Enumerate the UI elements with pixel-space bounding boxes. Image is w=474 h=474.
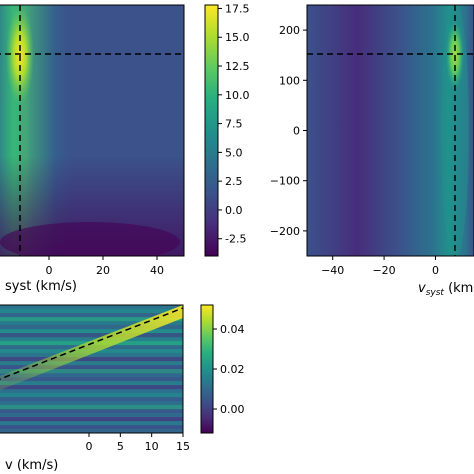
colorbar-bottom-left-tick-label: 0.02: [220, 363, 245, 376]
bottom-left-x-tick-label: 10: [145, 440, 159, 453]
heatmap-bottom-left-stripe: [0, 429, 183, 433]
top-right-x-tick-label: −20: [372, 264, 395, 277]
bottom-left-x-tick-label: 5: [117, 440, 124, 453]
top-right-y-tick-label: −100: [270, 175, 300, 188]
colorbar-top-left-tick-label: 2.5: [225, 175, 243, 188]
top-right-y-tick-label: −200: [270, 225, 300, 238]
colorbar-top-left-gradient: [204, 4, 219, 257]
top-right-y-tick-label: 0: [293, 125, 300, 138]
heatmap-bottom-left-stripe: [0, 329, 183, 334]
heatmap-bottom-left: 0 5 10 15 v (km/s): [0, 304, 190, 473]
heatmap-top-left: 0 20 40 syst (km/s): [0, 4, 185, 294]
bottom-left-x-tick-label: 15: [176, 440, 190, 453]
top-right-x-label: vsyst (km: [418, 281, 473, 298]
heatmap-bottom-left-stripe: [0, 365, 183, 370]
colorbar-top-left-tick-label: 0.0: [225, 204, 243, 217]
bottom-left-dashed-line: [0, 307, 184, 380]
heatmap-bottom-left-stripe: [0, 409, 183, 414]
colorbar-top-left-tick-label: 7.5: [225, 118, 243, 131]
top-right-x-tick-label: −40: [321, 264, 344, 277]
colorbar-top-left-tick-label: 5.0: [225, 146, 243, 159]
heatmap-bottom-left-stripe: [0, 397, 183, 402]
heatmap-bottom-left-stripe: [0, 405, 183, 410]
heatmap-bottom-left-stripe: [0, 377, 183, 382]
top-left-x-ticks: 0 20 40: [46, 256, 164, 277]
heatmap-bottom-left-stripe: [0, 381, 183, 386]
colorbar-top-left-tick-label: 12.5: [225, 60, 250, 73]
colorbar-bottom-left-tick-label: 0.04: [220, 323, 245, 336]
heatmap-bottom-left-stripe: [0, 309, 183, 314]
heatmap-bottom-left-stripe: [0, 417, 183, 422]
heatmap-bottom-left-stripe: [0, 313, 183, 318]
top-right-y-ticks: 200 100 0 −100 −200: [270, 24, 307, 238]
heatmap-bottom-left-stripe: [0, 333, 183, 338]
top-left-x-label: syst (km/s): [5, 279, 77, 294]
top-left-x-tick-label: 0: [46, 264, 53, 277]
heatmap-bottom-left-stripe: [0, 361, 183, 366]
top-right-x-tick-label: 0: [432, 264, 439, 277]
heatmap-bottom-left-stripe: [0, 425, 183, 430]
top-left-x-tick-label: 20: [96, 264, 110, 277]
heatmap-bottom-left-stripe: [0, 421, 183, 426]
heatmap-bottom-left-stripe: [0, 393, 183, 398]
heatmap-bottom-left-stripe: [0, 353, 183, 358]
top-right-y-tick-label: 200: [279, 24, 300, 37]
heatmap-bottom-left-stripe: [0, 357, 183, 362]
top-right-x-ticks: −40 −20 0: [321, 256, 439, 277]
colorbar-top-left: 17.5 15.0 12.5 10.0 7.5 5.0 2.5 0.0 -2.5: [204, 2, 250, 257]
heatmap-bottom-left-stripe: [0, 321, 183, 326]
heatmap-bottom-left-stripe: [0, 413, 183, 418]
colorbar-top-left-tick-label: -2.5: [225, 233, 246, 246]
heatmap-bottom-left-stripe: [0, 369, 183, 374]
colorbar-bottom-left-ticks: 0.04 0.02 0.00: [213, 323, 245, 416]
heatmap-bottom-left-stripe: [0, 373, 183, 378]
top-left-x-tick-label: 40: [150, 264, 164, 277]
heatmap-bottom-left-stripe: [0, 401, 183, 406]
colorbar-bottom-left-gradient: [200, 304, 214, 434]
heatmap-bottom-left-stripe: [0, 385, 183, 390]
heatmap-bottom-left-stripe: [0, 305, 183, 310]
heatmap-bottom-left-stripe: [0, 337, 183, 342]
heatmap-top-left-frame: [0, 4, 185, 257]
heatmap-bottom-left-stripe: [0, 389, 183, 394]
colorbar-top-left-tick-label: 17.5: [225, 2, 250, 15]
colorbar-bottom-left-tick-label: 0.00: [220, 403, 245, 416]
bottom-left-x-ticks: 0 5 10 15: [86, 433, 190, 453]
bottom-left-x-label: v (km/s): [5, 458, 58, 473]
heatmap-bottom-left-stripe: [0, 317, 183, 322]
colorbar-top-left-tick-label: 15.0: [225, 31, 250, 44]
bottom-left-x-tick-label: 0: [86, 440, 93, 453]
colorbar-top-left-ticks: 17.5 15.0 12.5 10.0 7.5 5.0 2.5 0.0 -2.5: [218, 2, 250, 246]
top-right-y-tick-label: 100: [279, 74, 300, 87]
colorbar-bottom-left: 0.04 0.02 0.00: [200, 304, 245, 434]
heatmap-bottom-left-stripe: [0, 325, 183, 330]
colorbar-top-left-tick-label: 10.0: [225, 89, 250, 102]
